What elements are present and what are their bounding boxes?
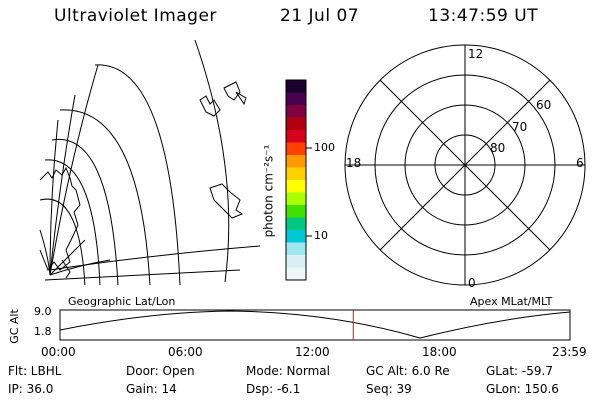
dsp-info: Dsp: -6.1 [246, 382, 301, 396]
colorbar-swatch [286, 267, 306, 281]
colorbar-swatch [286, 255, 306, 268]
mlt-label-6: 6 [576, 156, 584, 170]
colorbar-swatch [286, 155, 306, 168]
colorbar-swatch [286, 180, 306, 193]
lat-label-60: 60 [536, 98, 552, 112]
colorbar-swatch [286, 105, 306, 118]
time-tick-2359: 23:59 [552, 345, 587, 359]
altitude-plot [59, 309, 571, 341]
colorbar-swatch [286, 167, 306, 181]
time-tick-0600: 06:00 [168, 345, 203, 359]
colorbar-swatch [286, 117, 306, 131]
lat-label-70: 70 [512, 120, 528, 134]
observation-date: 21 Jul 07 [280, 6, 360, 26]
mlt-label-12: 12 [468, 47, 484, 61]
colorbar-swatch [286, 192, 306, 206]
glon-info: GLon: 150.6 [486, 382, 559, 396]
time-tick-0000: 00:00 [41, 345, 76, 359]
altitude-ytick-9: 9.0 [34, 305, 52, 318]
geographic-map [39, 39, 261, 285]
colorbar-tick-10: 10 [314, 229, 328, 242]
colorbar-unit-label: photon cm⁻²s⁻¹ [261, 144, 276, 238]
seq-info: Seq: 39 [366, 382, 412, 396]
mode-info: Mode: Normal [246, 364, 330, 378]
colorbar-swatch [286, 230, 306, 243]
colorbar-tick-100: 100 [314, 141, 335, 154]
gain-info: Gain: 14 [126, 382, 177, 396]
time-tick-1200: 12:00 [295, 345, 330, 359]
filter-info: Flt: LBHL [8, 364, 62, 378]
observation-time: 13:47:59 UT [428, 6, 539, 26]
door-info: Door: Open [126, 364, 195, 378]
colorbar [285, 79, 312, 281]
time-tick-1800: 18:00 [422, 345, 457, 359]
mlt-label-18: 18 [346, 156, 362, 170]
colorbar-swatch [286, 205, 306, 218]
altitude-ylabel: GC Alt [7, 309, 21, 344]
lat-label-80: 80 [490, 141, 506, 155]
instrument-title: Ultraviolet Imager [54, 6, 217, 26]
ip-info: IP: 36.0 [8, 382, 54, 396]
colorbar-swatch [286, 142, 306, 156]
gc-alt-info: GC Alt: 6.0 Re [366, 364, 450, 378]
apex-polar-plot [344, 44, 586, 286]
colorbar-swatch [286, 130, 306, 143]
glat-info: GLat: -59.7 [486, 364, 553, 378]
colorbar-swatch [286, 242, 306, 256]
geographic-label: Geographic Lat/Lon [68, 295, 176, 308]
apex-label: Apex MLat/MLT [470, 295, 553, 308]
mlt-label-0: 0 [468, 276, 476, 290]
colorbar-swatch [286, 217, 306, 231]
altitude-ytick-1-8: 1.8 [34, 325, 52, 338]
colorbar-swatch [286, 80, 306, 93]
colorbar-swatch [286, 92, 306, 106]
